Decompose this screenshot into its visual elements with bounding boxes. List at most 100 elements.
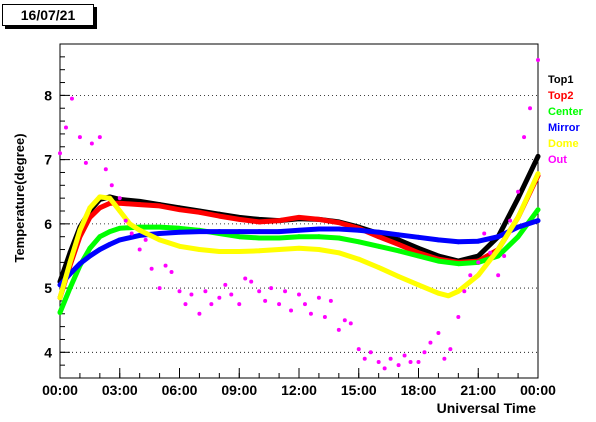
data-point-out bbox=[342, 318, 347, 323]
data-point-mirror bbox=[296, 227, 302, 233]
data-point-out bbox=[223, 282, 228, 287]
data-point-out bbox=[308, 311, 313, 316]
data-point-center bbox=[276, 235, 282, 241]
data-point-mirror bbox=[436, 237, 441, 243]
axis-ticks bbox=[59, 43, 539, 379]
data-point-out bbox=[368, 350, 373, 355]
data-point-mirror bbox=[157, 231, 162, 236]
data-point-dome bbox=[316, 247, 322, 252]
date-label: 16/07/21 bbox=[2, 4, 94, 26]
legend: Top1 Top2 Center Mirror Dome Out bbox=[548, 72, 583, 168]
data-point-out bbox=[302, 302, 307, 307]
tick-labels: 4 5 6 7 8 00:00 03:00 06:00 09:00 12:00 15:00 18:00… bbox=[42, 87, 556, 398]
legend-entry-top2: Top2 bbox=[548, 90, 574, 102]
data-point-mirror bbox=[87, 253, 93, 259]
data-point-mirror bbox=[416, 234, 421, 240]
data-point-out bbox=[328, 298, 333, 303]
data-point-dome bbox=[97, 194, 103, 200]
data-point-center bbox=[535, 207, 541, 213]
data-point-out bbox=[402, 353, 407, 358]
data-point-center bbox=[107, 229, 113, 234]
data-point-out bbox=[163, 263, 168, 268]
data-point-out bbox=[269, 286, 274, 291]
data-point-out bbox=[496, 273, 501, 278]
data-point-dome bbox=[436, 290, 441, 296]
data-point-mirror bbox=[515, 224, 521, 230]
data-point-out bbox=[197, 311, 202, 316]
plot-frame bbox=[59, 43, 539, 379]
data-point-out bbox=[69, 96, 74, 101]
data-point-out bbox=[516, 189, 521, 194]
y-tick-label: 7 bbox=[44, 152, 52, 168]
data-point-top1 bbox=[515, 195, 521, 201]
data-point-out bbox=[356, 347, 361, 352]
data-point-center bbox=[67, 285, 73, 291]
series-dome bbox=[57, 171, 541, 301]
data-point-mirror bbox=[236, 229, 242, 234]
data-point-mirror bbox=[535, 218, 541, 224]
data-point-center bbox=[455, 261, 461, 267]
data-point-center bbox=[97, 234, 103, 240]
data-point-out bbox=[536, 58, 540, 63]
data-point-top2 bbox=[376, 234, 382, 240]
data-point-top2 bbox=[157, 203, 162, 209]
data-point-mirror bbox=[77, 261, 83, 267]
data-point-top2 bbox=[276, 218, 282, 224]
data-point-out bbox=[508, 218, 513, 223]
data-point-center bbox=[296, 234, 302, 240]
data-point-out bbox=[217, 295, 222, 300]
data-point-top1 bbox=[535, 154, 541, 159]
data-point-top2 bbox=[177, 207, 182, 213]
data-point-center bbox=[256, 235, 262, 241]
data-point-dome bbox=[137, 227, 143, 233]
data-point-mirror bbox=[177, 229, 182, 235]
x-tick-label: 00:00 bbox=[42, 382, 78, 398]
x-tick-label: 15:00 bbox=[341, 382, 377, 398]
data-point-mirror bbox=[336, 226, 342, 232]
legend-entry-mirror: Mirror bbox=[548, 122, 580, 134]
data-point-out bbox=[243, 276, 248, 281]
data-point-center bbox=[177, 225, 182, 231]
data-point-out bbox=[63, 125, 68, 130]
data-point-top2 bbox=[296, 215, 302, 220]
data-point-dome bbox=[296, 245, 302, 251]
data-point-out bbox=[183, 302, 188, 307]
data-point-out bbox=[448, 347, 453, 352]
data-point-dome bbox=[197, 247, 202, 252]
data-point-mirror bbox=[137, 233, 143, 238]
data-point-out bbox=[428, 340, 433, 345]
data-point-out bbox=[157, 286, 162, 291]
data-point-dome bbox=[107, 195, 113, 201]
data-point-top2 bbox=[256, 219, 262, 225]
y-tick-label: 4 bbox=[44, 344, 52, 360]
data-point-mirror bbox=[216, 229, 222, 234]
data-point-out bbox=[462, 289, 467, 294]
data-point-dome bbox=[87, 205, 93, 211]
data-point-mirror bbox=[97, 247, 103, 252]
data-point-out bbox=[528, 106, 533, 111]
data-point-mirror bbox=[107, 242, 113, 247]
data-point-top2 bbox=[137, 202, 143, 207]
data-point-out bbox=[89, 141, 94, 146]
data-point-out bbox=[348, 321, 353, 326]
data-point-center bbox=[236, 234, 242, 240]
data-point-out bbox=[83, 160, 88, 165]
data-point-top2 bbox=[396, 242, 401, 247]
legend-entry-center: Center bbox=[548, 106, 583, 118]
data-point-out bbox=[137, 247, 142, 252]
data-point-dome bbox=[127, 221, 133, 227]
data-point-out bbox=[422, 350, 427, 355]
data-point-dome bbox=[445, 293, 451, 299]
data-point-out bbox=[117, 196, 122, 201]
data-point-out bbox=[382, 366, 387, 371]
data-point-top2 bbox=[316, 216, 322, 222]
data-point-out bbox=[456, 314, 461, 319]
data-point-center bbox=[436, 258, 441, 264]
data-point-out bbox=[376, 359, 381, 364]
series-mirror bbox=[57, 218, 541, 288]
data-point-mirror bbox=[197, 229, 202, 234]
y-axis-label: Temperature(degree) bbox=[12, 133, 27, 262]
data-point-out bbox=[189, 292, 194, 297]
data-point-out bbox=[322, 314, 327, 319]
data-point-top2 bbox=[216, 213, 222, 219]
